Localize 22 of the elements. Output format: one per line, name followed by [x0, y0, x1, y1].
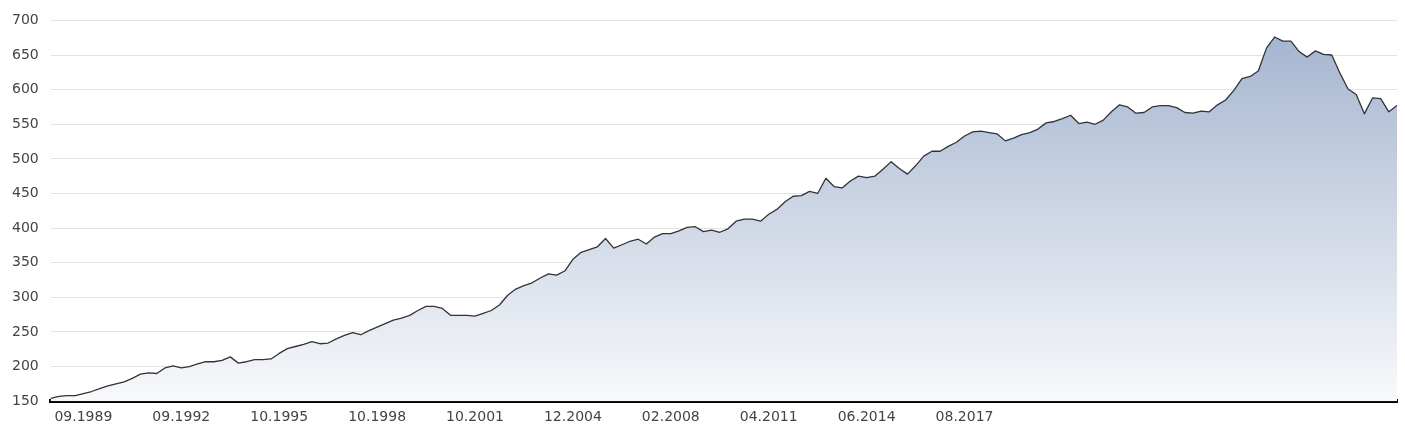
y-tick-label: 200	[11, 357, 39, 374]
x-tick-label: 09.1992	[152, 408, 211, 425]
x-tick-label: 08.2017	[935, 408, 994, 425]
y-tick-label: 700	[11, 11, 39, 28]
x-tick-label: 02.2008	[641, 408, 700, 425]
x-tick-label: 09.1989	[54, 408, 113, 425]
y-tick-label: 250	[11, 322, 39, 339]
y-tick-label: 500	[11, 149, 39, 166]
x-tick-label: 04.2011	[739, 408, 798, 425]
y-tick-label: 300	[11, 287, 39, 304]
y-tick-label: 650	[11, 45, 39, 62]
y-tick-label: 600	[11, 80, 39, 97]
x-tick-label: 12.2004	[543, 408, 602, 425]
x-tick-label: 10.1998	[348, 408, 407, 425]
y-tick-label: 550	[11, 114, 39, 131]
y-tick-label: 400	[11, 218, 39, 235]
y-tick-label: 150	[11, 391, 39, 408]
y-tick-label: 350	[11, 253, 39, 270]
x-tick-label: 10.2001	[446, 408, 504, 425]
x-tick-label: 10.1995	[250, 408, 309, 425]
y-tick-label: 450	[11, 184, 39, 201]
x-tick-label: 06.2014	[837, 408, 896, 425]
